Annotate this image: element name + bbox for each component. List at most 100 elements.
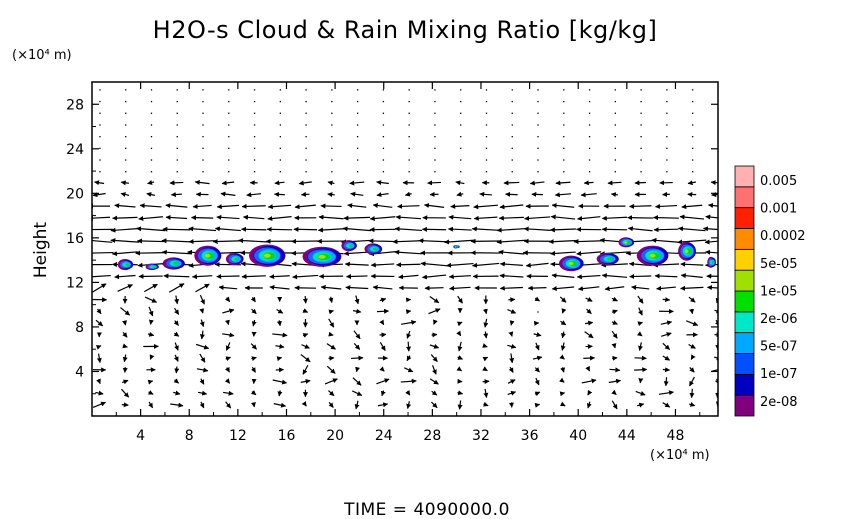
cloud-contour (173, 262, 179, 265)
wind-vector (352, 377, 362, 386)
x-unit-label: (×10⁴ m) (650, 448, 710, 463)
wind-vector (379, 319, 385, 326)
wind-vector (356, 159, 359, 161)
wind-vector (460, 159, 462, 161)
wind-vector (456, 191, 464, 197)
wind-vector (305, 159, 307, 161)
plot-frame (91, 81, 719, 417)
wind-vector (527, 285, 547, 291)
wind-vector (608, 378, 622, 384)
x-tick-label: 12 (229, 428, 247, 444)
cloud-contour (234, 257, 239, 261)
wind-vector (176, 159, 178, 161)
wind-vector (483, 388, 489, 398)
wind-vector (331, 159, 333, 161)
wind-vector (635, 390, 646, 396)
wind-vector (447, 226, 472, 232)
cloud-contour (709, 260, 713, 265)
wind-vector (351, 390, 363, 397)
x-tick-label: 20 (326, 428, 344, 444)
wind-vector (560, 342, 566, 351)
wind-vector (246, 192, 262, 198)
wind-vector (125, 112, 127, 114)
wind-vector (99, 112, 101, 114)
wind-vector (225, 342, 231, 351)
wind-vector (537, 124, 539, 126)
wind-vector (225, 401, 232, 409)
colorbar-label: 5e-05 (760, 257, 798, 272)
y-tick-label: 16 (66, 231, 84, 247)
wind-vector (460, 171, 462, 173)
wind-vector (273, 191, 285, 197)
wind-vector (405, 389, 411, 396)
x-tick-label: 28 (423, 428, 441, 444)
wind-vector (114, 203, 136, 209)
wind-vector (382, 124, 385, 126)
wind-vector (149, 354, 155, 360)
y-tick-label: 4 (75, 364, 84, 380)
wind-vector (431, 332, 438, 338)
wind-vector (534, 296, 540, 302)
wind-vector (394, 226, 422, 232)
wind-vector (614, 100, 616, 103)
wind-vector (610, 192, 619, 198)
wind-vector (601, 273, 628, 279)
wind-vector (549, 227, 576, 233)
wind-vector (457, 390, 464, 396)
wind-vector (483, 401, 489, 407)
wind-vector (279, 147, 281, 149)
wind-vector (326, 365, 336, 374)
wind-vector (655, 203, 677, 209)
wind-vector (434, 147, 436, 149)
wind-vector (421, 274, 447, 280)
wind-vector (499, 273, 524, 279)
wind-vector (218, 285, 238, 291)
wind-vector (689, 366, 695, 373)
wind-vector (577, 286, 600, 292)
wind-vector (279, 89, 281, 91)
wind-vector (279, 124, 281, 126)
wind-vector (611, 320, 618, 325)
wind-vector (537, 311, 539, 313)
wind-vector (276, 308, 284, 314)
wind-vector (601, 226, 628, 232)
wind-vector (640, 112, 642, 114)
wind-vector (551, 273, 575, 279)
wind-vector (176, 135, 178, 138)
wind-vector (473, 215, 498, 221)
cloud-contour (454, 245, 457, 248)
wind-vector (320, 284, 342, 290)
wind-vector (224, 378, 231, 384)
wind-vector (324, 378, 338, 385)
wind-vector (150, 89, 153, 91)
cloud-contour (318, 254, 326, 259)
wind-vector (508, 331, 514, 337)
wind-vector (120, 307, 131, 316)
wind-vector (125, 171, 127, 173)
wind-vector (173, 390, 181, 396)
wind-vector (269, 284, 290, 290)
wind-vector (173, 378, 179, 384)
wind-vector (662, 367, 671, 373)
colorbar-swatch (734, 394, 755, 417)
wind-vector (587, 389, 593, 396)
wind-vector (601, 215, 628, 221)
wind-vector (94, 180, 105, 186)
wind-vector (253, 112, 256, 114)
cloud-contour (685, 249, 689, 254)
wind-vector (691, 171, 694, 173)
wind-vector (301, 344, 310, 349)
wind-vector (221, 180, 235, 186)
wind-vector (274, 180, 285, 186)
cloud-region (453, 245, 460, 249)
wind-vector (150, 124, 153, 126)
wind-vector (199, 378, 205, 385)
wind-vector (406, 330, 412, 339)
colorbar-label: 1e-07 (760, 367, 798, 382)
wind-vector (148, 401, 154, 409)
wind-vector (455, 180, 465, 186)
wind-vector (691, 147, 694, 149)
wind-vector (401, 320, 417, 325)
wind-vector (560, 401, 566, 407)
wind-vector (240, 226, 267, 232)
